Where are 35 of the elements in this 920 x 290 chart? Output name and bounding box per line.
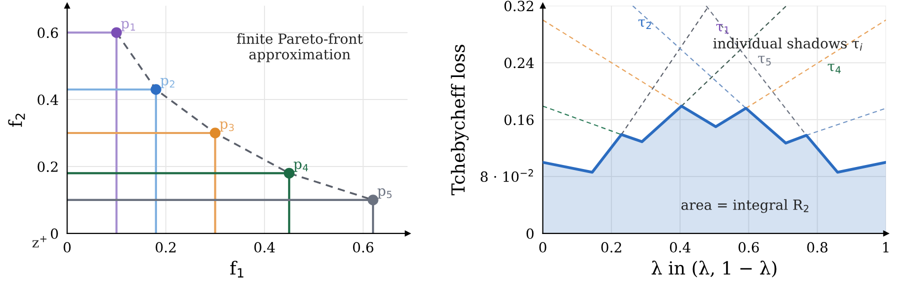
annotation: τ$_{1}$	[716, 24, 729, 34]
text: z$^{+}$	[32, 236, 46, 248]
series-label: p$_{2}$	[160, 78, 174, 88]
y-tick-label: 0.2	[38, 161, 58, 172]
series-label: p$_{4}$	[294, 162, 308, 172]
y-tick-label: 0	[526, 228, 534, 239]
series-label: p$_{1}$	[121, 20, 135, 32]
x-axis-title: f$_{1}$	[230, 260, 244, 278]
y-tick-label: 0.32	[504, 0, 534, 12]
annotation: τ$_{5}$	[758, 56, 771, 66]
x-tick-label: 0.6	[738, 242, 759, 253]
y-axis-title: f$_{2}$	[8, 114, 25, 127]
x-tick-label: 0	[64, 242, 71, 253]
x-tick-label: 0.8	[807, 242, 828, 253]
x-tick-label: 0.2	[601, 242, 622, 253]
series-label: p$_{3}$	[220, 121, 234, 132]
x-tick-label: 0.2	[156, 242, 176, 253]
y-tick-label: 0.6	[38, 28, 58, 38]
x-tick-label: 0.6	[353, 242, 374, 253]
annotation: area = integral R$_{2}$	[681, 199, 808, 213]
y-axis-title: Tchebycheff loss	[450, 44, 469, 196]
y-tick-label: 8 · 10$^{−2}$	[480, 169, 533, 182]
series-label: p$_{5}$	[378, 188, 392, 199]
x-axis-title: λ in (λ, 1 − λ)	[652, 260, 776, 278]
annotation: τ$_{4}$	[828, 64, 841, 74]
x-tick-label: 0	[539, 242, 546, 253]
x-tick-label: 0.4	[254, 242, 275, 253]
y-tick-label: 0.16	[504, 114, 534, 126]
annotation: τ$_{2}$	[638, 19, 651, 29]
x-tick-label: 1	[883, 242, 888, 252]
y-tick-label: 0	[50, 228, 58, 239]
y-tick-label: 0.24	[504, 58, 534, 68]
y-tick-label: 0.4	[38, 94, 58, 106]
annotation: finite Pareto-front approximation	[236, 33, 363, 62]
x-tick-label: 0.4	[670, 242, 690, 253]
